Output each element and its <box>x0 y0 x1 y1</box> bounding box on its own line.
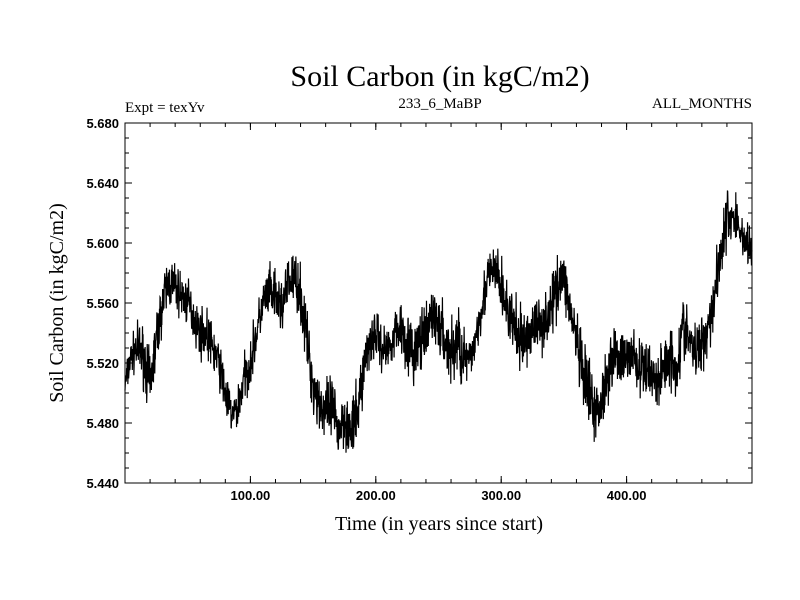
plot-area <box>124 190 753 453</box>
chart-title: Soil Carbon (in kgC/m2) <box>290 60 589 93</box>
y-tick-label: 5.440 <box>86 476 119 491</box>
y-tick-label: 5.480 <box>86 416 119 431</box>
y-tick-label: 5.520 <box>86 356 119 371</box>
plot-frame <box>124 122 753 484</box>
x-axis: 100.00 200.00 300.00 400.00 <box>149 123 728 503</box>
x-tick-label: 100.00 <box>231 488 271 503</box>
y-tick-label: 5.640 <box>86 176 119 191</box>
x-tick-label: 300.00 <box>481 488 521 503</box>
y-tick-label: 5.560 <box>86 296 119 311</box>
x-tick-label: 200.00 <box>356 488 396 503</box>
y-tick-label: 5.680 <box>86 116 119 131</box>
x-tick-label: 400.00 <box>607 488 647 503</box>
x-axis-label: Time (in years since start) <box>335 513 543 535</box>
soil-carbon-series-line <box>124 190 753 453</box>
period-label: 233_6_MaBP <box>398 96 481 112</box>
y-axis-label: Soil Carbon (in kgC/m2) <box>46 203 68 402</box>
months-label: ALL_MONTHS <box>652 96 752 112</box>
experiment-label: Expt = texYv <box>125 100 205 116</box>
y-tick-label: 5.600 <box>86 236 119 251</box>
